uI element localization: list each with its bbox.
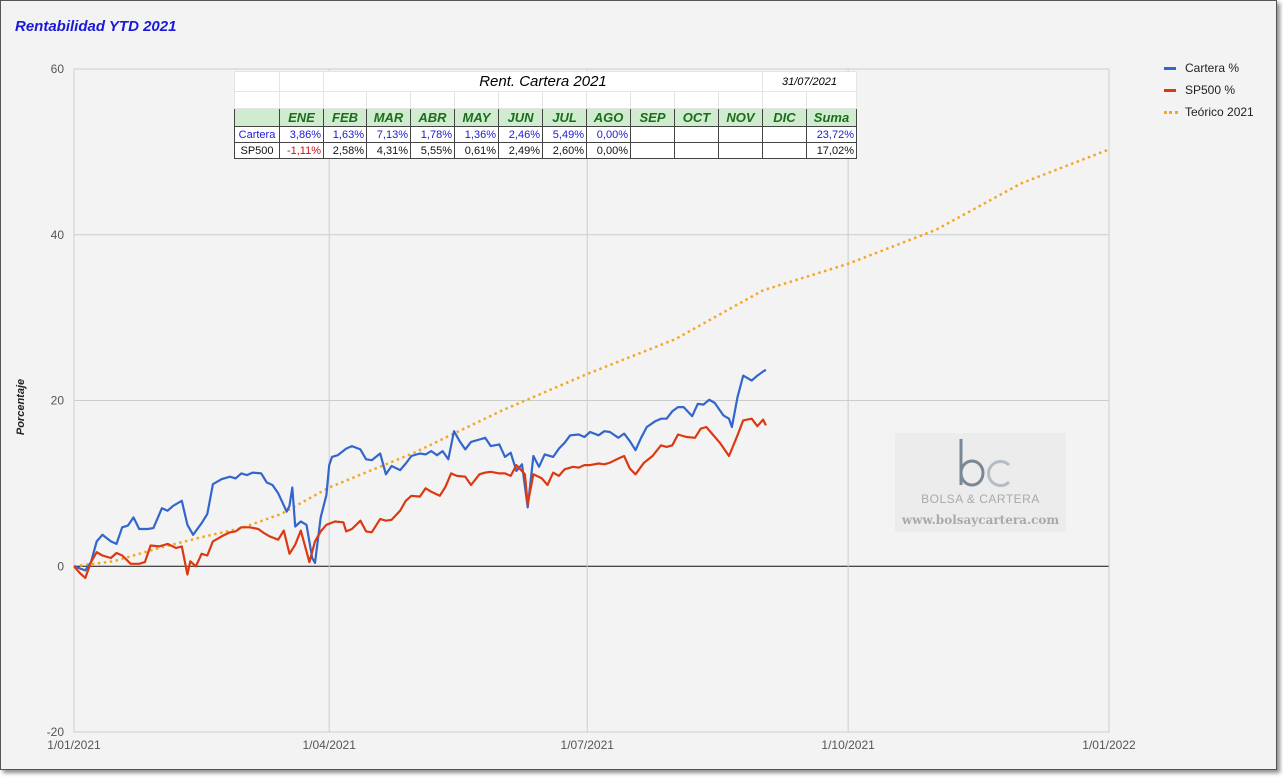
table-gap-cell bbox=[718, 91, 763, 109]
x-tick-label: 1/01/2021 bbox=[47, 738, 101, 752]
y-axis-label: Porcentaje bbox=[15, 379, 27, 435]
table-gap-cell bbox=[542, 91, 587, 109]
x-tick-label: 1/10/2021 bbox=[821, 738, 875, 752]
table-cell: 0,00% bbox=[586, 142, 631, 159]
table-cell: 1,63% bbox=[323, 126, 367, 143]
table-header-cell: AGO bbox=[586, 108, 631, 127]
series-line-te-rico-2021 bbox=[73, 148, 1110, 568]
table-cell: 1,36% bbox=[454, 126, 499, 143]
axes: -20 0 20 40 60 1/01/2021 1/04/2021 1/07/2021 1/1… bbox=[47, 62, 1136, 752]
table-gap-cell bbox=[410, 91, 455, 109]
table-gap-cell bbox=[279, 91, 324, 109]
legend-swatch-teorico bbox=[1164, 111, 1178, 114]
table-header-cell: ENE bbox=[279, 108, 324, 127]
series-line-cartera bbox=[73, 368, 767, 572]
table-header-cell: JUL bbox=[542, 108, 587, 127]
table-cell: 1,78% bbox=[410, 126, 455, 143]
table-gap-cell bbox=[366, 91, 411, 109]
watermark-url: www.bolsaycartera.com bbox=[901, 513, 1060, 527]
y-tick-label: -20 bbox=[47, 725, 65, 739]
legend-swatch-sp500 bbox=[1164, 89, 1176, 92]
legend-label-teorico: Teórico 2021 bbox=[1185, 105, 1254, 119]
table-header-corner bbox=[234, 108, 280, 127]
watermark-name: BOLSA & CARTERA bbox=[921, 492, 1040, 506]
table-header-cell: Suma bbox=[806, 108, 857, 127]
y-tick-label: 0 bbox=[57, 559, 64, 573]
table-header-cell: OCT bbox=[674, 108, 719, 127]
legend-label-sp500: SP500 % bbox=[1185, 83, 1236, 97]
table-cell bbox=[718, 126, 763, 143]
table-gap-cell bbox=[806, 91, 857, 109]
x-tick-label: 1/07/2021 bbox=[561, 738, 615, 752]
table-gap-cell bbox=[674, 91, 719, 109]
table-cell: 2,58% bbox=[323, 142, 367, 159]
table-row-label: Cartera bbox=[234, 126, 280, 143]
table-header-cell: DIC bbox=[762, 108, 807, 127]
table-gap-row bbox=[234, 91, 857, 109]
table-cell bbox=[762, 142, 807, 159]
table-gap-cell bbox=[586, 91, 631, 109]
table-gap-cell bbox=[454, 91, 499, 109]
table-title-spacer bbox=[234, 71, 280, 92]
table-cell: -1,11% bbox=[279, 142, 324, 159]
table-date: 31/07/2021 bbox=[762, 71, 857, 92]
table-header-cell: ABR bbox=[410, 108, 455, 127]
table-row: SP500 -1,11% 2,58% 4,31% 5,55% 0,61% 2,49% 2,60… bbox=[234, 142, 857, 159]
table-cell: 0,61% bbox=[454, 142, 499, 159]
table-cell bbox=[762, 126, 807, 143]
rent-table: Rent. Cartera 2021 31/07/2021 ENE FEB MAR ABR… bbox=[234, 71, 857, 159]
table-title: Rent. Cartera 2021 bbox=[323, 71, 763, 92]
table-cell: 2,46% bbox=[498, 126, 543, 143]
table-row: Cartera 3,86% 1,63% 7,13% 1,78% 1,36% 2,46% 5,4… bbox=[234, 126, 857, 143]
series-line-sp500 bbox=[73, 417, 767, 580]
table-cell bbox=[674, 142, 719, 159]
table-header-row: ENE FEB MAR ABR MAY JUN JUL AGO SEP OCT NOV DIC Suma bbox=[234, 108, 857, 127]
table-gap-cell bbox=[498, 91, 543, 109]
table-cell: 2,49% bbox=[498, 142, 543, 159]
table-gap-cell bbox=[630, 91, 675, 109]
bc-logo-icon bbox=[959, 439, 1011, 487]
table-header-cell: FEB bbox=[323, 108, 367, 127]
grid bbox=[73, 68, 1110, 733]
table-cell: 17,02% bbox=[806, 142, 857, 159]
y-tick-label: 60 bbox=[51, 62, 65, 76]
table-cell bbox=[630, 126, 675, 143]
table-cell bbox=[630, 142, 675, 159]
y-tick-label: 20 bbox=[51, 394, 65, 408]
table-cell bbox=[674, 126, 719, 143]
legend-label-cartera: Cartera % bbox=[1185, 61, 1240, 75]
table-cell: 23,72% bbox=[806, 126, 857, 143]
table-header-cell: NOV bbox=[718, 108, 763, 127]
chart-title: Rentabilidad YTD 2021 bbox=[15, 18, 177, 35]
table-cell: 4,31% bbox=[366, 142, 411, 159]
table-header-cell: MAY bbox=[454, 108, 499, 127]
table-cell: 5,49% bbox=[542, 126, 587, 143]
table-title-spacer bbox=[279, 71, 324, 92]
table-cell: 7,13% bbox=[366, 126, 411, 143]
table-cell: 0,00% bbox=[586, 126, 631, 143]
table-title-row: Rent. Cartera 2021 31/07/2021 bbox=[234, 71, 857, 92]
table-cell bbox=[718, 142, 763, 159]
table-gap-cell bbox=[234, 91, 280, 109]
legend-swatch-cartera bbox=[1164, 67, 1176, 70]
table-header-cell: SEP bbox=[630, 108, 675, 127]
table-cell: 5,55% bbox=[410, 142, 455, 159]
table-row-label: SP500 bbox=[234, 142, 280, 159]
table-gap-cell bbox=[762, 91, 807, 109]
table-gap-cell bbox=[323, 91, 367, 109]
y-tick-label: 40 bbox=[51, 228, 65, 242]
series-layer bbox=[73, 148, 1110, 580]
x-tick-label: 1/01/2022 bbox=[1082, 738, 1136, 752]
table-cell: 2,60% bbox=[542, 142, 587, 159]
table-header-cell: JUN bbox=[498, 108, 543, 127]
x-tick-label: 1/04/2021 bbox=[303, 738, 357, 752]
watermark: BOLSA & CARTERA www.bolsaycartera.com bbox=[895, 433, 1066, 532]
table-cell: 3,86% bbox=[279, 126, 324, 143]
table-header-cell: MAR bbox=[366, 108, 411, 127]
